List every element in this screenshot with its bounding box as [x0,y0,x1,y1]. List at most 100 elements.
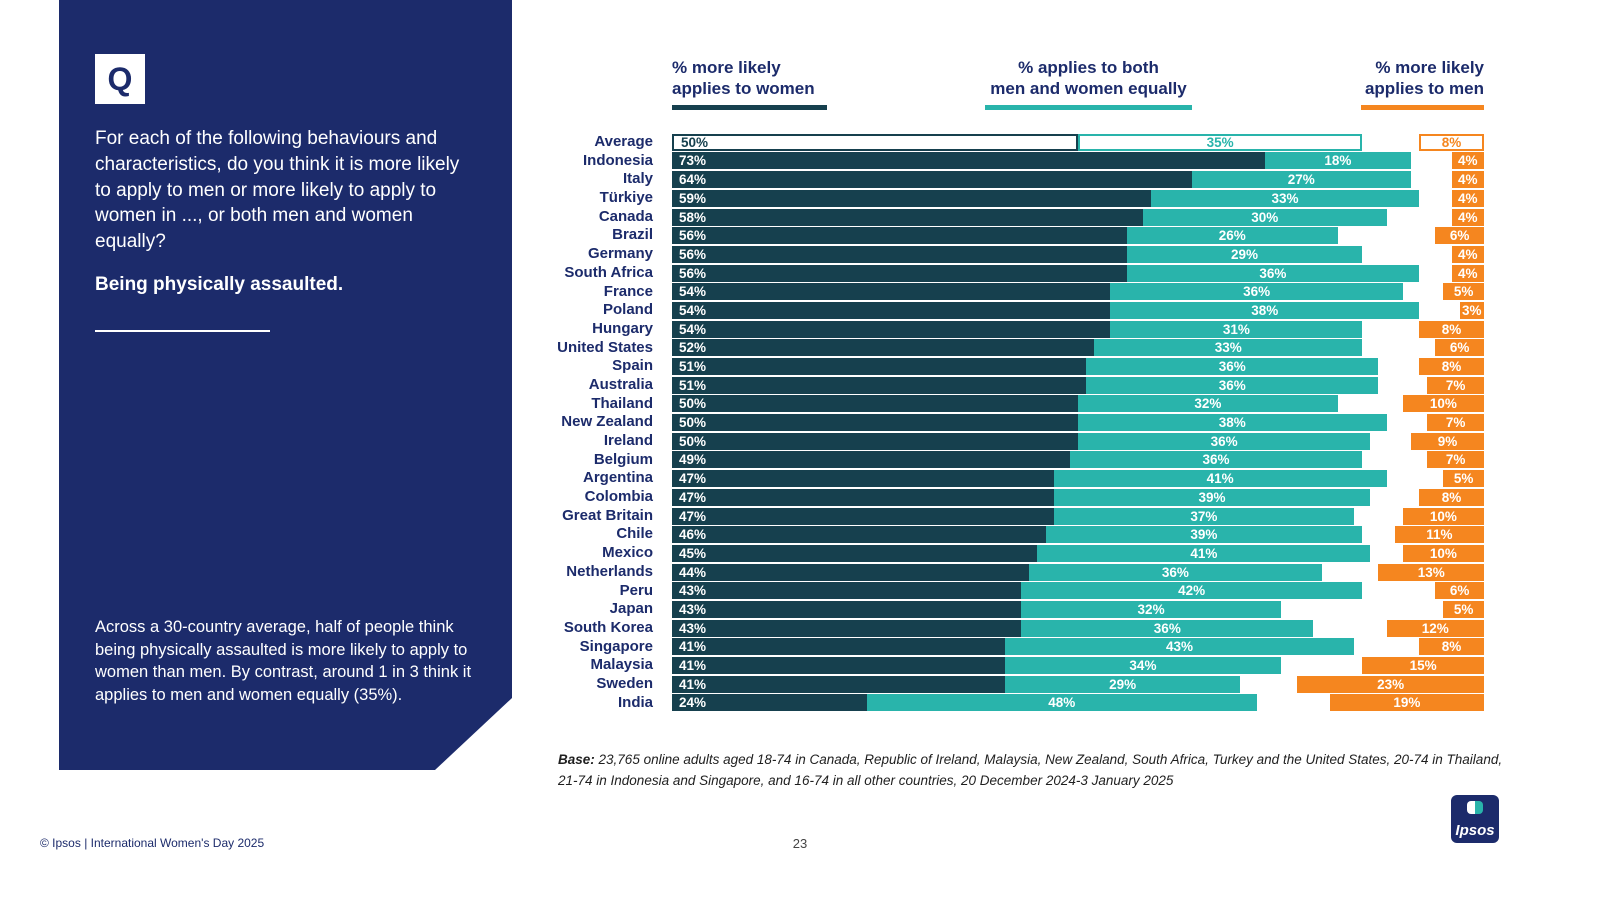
chart-row: France 54% 36% 5% [520,283,1484,302]
question-topic: Being physically assaulted. [95,274,344,295]
bar-group: 47% 39% 8% [672,488,1484,506]
copyright-text: © Ipsos | International Women's Day 2025 [40,836,265,850]
segment-both: 30% [1142,208,1387,226]
summary-text: Across a 30-country average, half of peo… [95,618,472,704]
segment-men: 7% [1427,451,1484,469]
segment-both: 34% [1004,657,1281,675]
chart-row: Argentina 47% 41% 5% [520,469,1484,488]
segment-women: 24% [672,694,867,712]
segment-both: 48% [866,694,1257,712]
segment-value: 47% [679,471,707,487]
country-label: Germany [587,245,653,263]
segment-value: 43% [679,583,707,599]
segment-women: 51% [672,376,1087,394]
country-label: France [603,282,653,300]
bar-group: 41% 34% 15% [672,657,1484,675]
segment-men: 7% [1427,376,1484,394]
segment-value: 56% [679,246,707,262]
segment-women: 50% [672,395,1078,413]
segment-women: 59% [672,189,1152,207]
segment-value: 64% [679,172,707,188]
chart-row: New Zealand 50% 38% 7% [520,413,1484,432]
segment-value: 23% [1377,676,1405,692]
bar-group: 73% 18% 4% [672,152,1484,170]
segment-women: 51% [672,358,1087,376]
chart-row: Sweden 41% 29% 23% [520,675,1484,694]
bar-group: 56% 36% 4% [672,264,1484,282]
country-label: Spain [612,357,653,375]
segment-value: 7% [1445,452,1466,468]
segment-value: 4% [1457,153,1478,169]
segment-value: 6% [1449,228,1470,244]
country-label: United States [557,338,653,356]
segment-value: 10% [1429,545,1457,561]
segment-women: 54% [672,320,1111,338]
segment-value: 4% [1457,190,1478,206]
country-label: South Africa [564,263,653,281]
bar-group: 56% 29% 4% [672,245,1484,263]
bar-group: 44% 36% 13% [672,563,1484,581]
segment-women: 41% [672,657,1005,675]
segment-both: 36% [1086,376,1379,394]
segment-women: 49% [672,451,1070,469]
segment-both: 41% [1037,544,1371,562]
bar-group: 54% 36% 5% [672,283,1484,301]
chart-row: Belgium 49% 36% 7% [520,451,1484,470]
chart-row: Netherlands 44% 36% 13% [520,563,1484,582]
page-number: 23 [792,836,808,851]
segment-women: 47% [672,488,1054,506]
chart-row: Indonesia 73% 18% 4% [520,152,1484,171]
segment-value: 43% [1165,639,1193,655]
segment-value: 36% [1153,620,1181,636]
segment-both: 36% [1126,264,1420,282]
segment-value: 54% [679,284,707,300]
segment-value: 36% [1210,433,1238,449]
segment-women: 73% [672,152,1265,170]
chart-row: Peru 43% 42% 6% [520,582,1484,601]
segment-value: 5% [1453,284,1474,300]
bar-group: 24% 48% 19% [672,694,1484,712]
legend-men-line2: applies to men [1364,78,1484,98]
segment-value: 18% [1324,153,1352,169]
chart-rows: Average 50% 35% 8% Indonesia 73% 18% 4% Italy 64%… [520,133,1484,712]
segment-men: 5% [1443,470,1484,488]
segment-value: 41% [1190,545,1218,561]
segment-women: 56% [672,227,1127,245]
segment-value: 51% [679,359,707,375]
segment-value: 24% [679,695,707,711]
ipsos-logo-mark [1467,801,1483,814]
segment-men: 11% [1394,526,1484,544]
segment-women: 50% [672,432,1078,450]
segment-value: 49% [679,452,707,468]
segment-men: 13% [1378,563,1484,581]
country-label: Argentina [582,469,653,487]
segment-value: 29% [1230,246,1258,262]
legend-women-line1: % more likely [672,58,781,77]
segment-women: 56% [672,264,1127,282]
country-label: Belgium [593,450,653,468]
segment-men: 8% [1419,358,1484,376]
segment-value: 19% [1393,695,1421,711]
country-label: Sweden [596,674,653,692]
segment-value: 39% [1198,489,1226,505]
bar-group: 50% 35% 8% [672,133,1484,151]
segment-value: 41% [679,658,707,674]
segment-women: 64% [672,171,1192,189]
question-text: For each of the following behaviours and… [95,128,460,253]
segment-value: 7% [1445,415,1466,431]
segment-value: 12% [1421,620,1449,636]
bar-group: 50% 32% 10% [672,395,1484,413]
segment-men: 8% [1419,320,1484,338]
segment-value: 5% [1453,601,1474,617]
legend-both-line1: % applies to both [1018,58,1159,77]
segment-men: 4% [1451,245,1484,263]
segment-both: 36% [1029,563,1322,581]
chart-row: Malaysia 41% 34% 15% [520,656,1484,675]
segment-value: 41% [679,639,707,655]
chart-row: Türkiye 59% 33% 4% [520,189,1484,208]
segment-value: 11% [1426,527,1453,543]
bar-group: 50% 38% 7% [672,414,1484,432]
country-label: Average [594,133,653,150]
bar-group: 56% 26% 6% [672,227,1484,245]
segment-women: 43% [672,619,1022,637]
